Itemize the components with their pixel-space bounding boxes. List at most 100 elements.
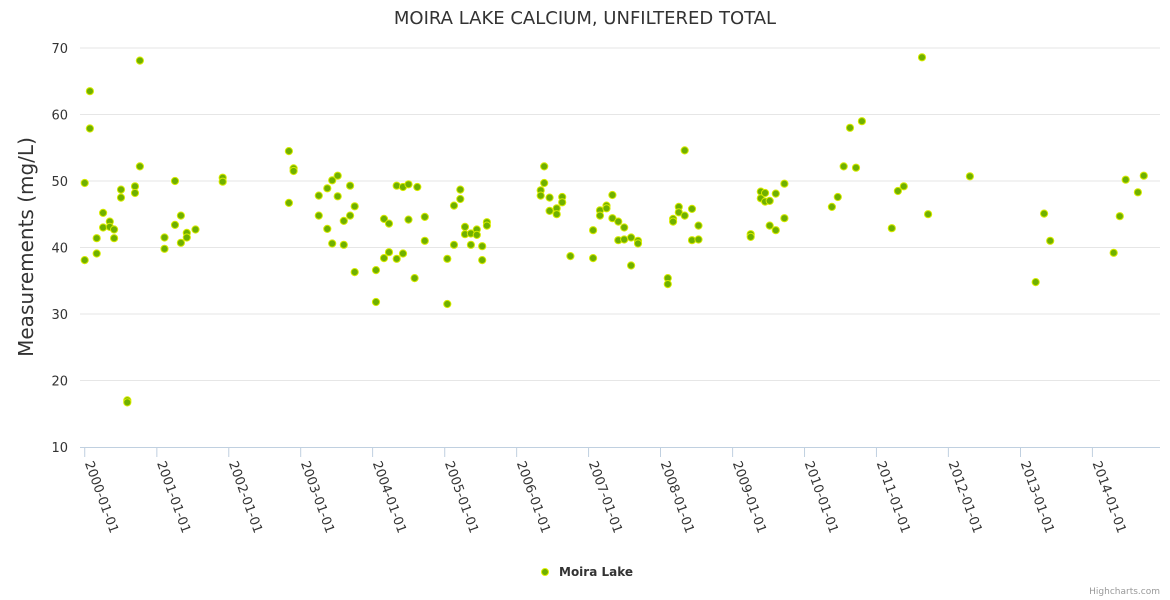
data-point[interactable]: [135, 162, 144, 171]
legend-marker[interactable]: [541, 568, 549, 576]
data-point[interactable]: [160, 233, 169, 242]
data-point[interactable]: [371, 266, 381, 275]
data-point[interactable]: [633, 239, 643, 248]
data-point[interactable]: [1109, 248, 1118, 257]
data-point[interactable]: [85, 87, 95, 96]
data-point[interactable]: [761, 188, 770, 198]
data-point[interactable]: [116, 185, 126, 194]
data-point[interactable]: [392, 254, 401, 263]
data-point[interactable]: [160, 244, 169, 253]
data-point[interactable]: [680, 211, 689, 220]
data-point[interactable]: [384, 248, 394, 257]
data-point[interactable]: [627, 233, 636, 242]
data-point[interactable]: [536, 191, 545, 200]
legend[interactable]: Moira Lake: [541, 565, 634, 579]
data-point[interactable]: [323, 224, 332, 233]
data-point[interactable]: [482, 221, 491, 230]
data-point[interactable]: [314, 191, 323, 200]
data-point[interactable]: [620, 223, 629, 232]
data-point[interactable]: [379, 214, 389, 223]
data-point[interactable]: [472, 230, 481, 239]
data-point[interactable]: [1139, 171, 1148, 180]
data-point[interactable]: [1046, 236, 1055, 245]
data-point[interactable]: [420, 212, 429, 221]
data-point[interactable]: [746, 232, 755, 241]
data-point[interactable]: [404, 180, 413, 189]
data-point[interactable]: [694, 235, 703, 244]
data-point[interactable]: [540, 178, 549, 188]
data-point[interactable]: [99, 223, 108, 232]
data-point[interactable]: [449, 240, 459, 249]
data-point[interactable]: [80, 178, 89, 188]
data-point[interactable]: [339, 240, 348, 249]
data-point[interactable]: [833, 192, 842, 202]
data-point[interactable]: [398, 249, 408, 258]
data-point[interactable]: [350, 202, 359, 211]
data-point[interactable]: [614, 217, 623, 226]
data-point[interactable]: [780, 214, 789, 223]
data-point[interactable]: [669, 217, 678, 226]
data-point[interactable]: [545, 193, 554, 202]
data-point[interactable]: [595, 211, 605, 220]
data-point[interactable]: [443, 254, 452, 263]
data-point[interactable]: [620, 235, 629, 244]
data-point[interactable]: [566, 252, 575, 261]
data-point[interactable]: [694, 221, 703, 230]
data-point[interactable]: [123, 398, 132, 407]
data-point[interactable]: [346, 181, 355, 190]
data-point[interactable]: [663, 280, 672, 289]
data-point[interactable]: [924, 210, 933, 219]
data-point[interactable]: [456, 185, 465, 194]
data-point[interactable]: [887, 224, 896, 233]
data-point[interactable]: [85, 124, 95, 133]
data-point[interactable]: [765, 221, 774, 230]
data-point[interactable]: [176, 211, 185, 220]
data-point[interactable]: [780, 179, 789, 188]
data-point[interactable]: [99, 208, 108, 217]
data-point[interactable]: [350, 268, 359, 277]
data-point[interactable]: [328, 176, 337, 185]
data-point[interactable]: [845, 123, 855, 132]
data-point[interactable]: [1040, 209, 1049, 218]
data-point[interactable]: [218, 177, 227, 186]
data-point[interactable]: [110, 225, 119, 234]
data-point[interactable]: [839, 162, 848, 171]
data-point[interactable]: [687, 204, 697, 213]
data-point[interactable]: [602, 204, 611, 213]
data-point[interactable]: [92, 249, 101, 258]
data-point[interactable]: [170, 220, 180, 229]
data-point[interactable]: [608, 214, 617, 223]
data-point[interactable]: [130, 188, 140, 198]
data-point[interactable]: [893, 186, 903, 196]
data-point[interactable]: [466, 240, 475, 249]
data-point[interactable]: [191, 225, 200, 234]
data-point[interactable]: [857, 117, 867, 126]
data-point[interactable]: [552, 210, 561, 219]
data-point[interactable]: [1031, 278, 1040, 287]
data-point[interactable]: [1133, 188, 1143, 197]
data-point[interactable]: [80, 256, 89, 265]
data-point[interactable]: [284, 198, 293, 207]
data-point[interactable]: [899, 182, 908, 191]
data-point[interactable]: [110, 234, 119, 243]
data-point[interactable]: [917, 53, 927, 62]
data-point[interactable]: [478, 242, 487, 251]
data-point[interactable]: [545, 206, 554, 215]
data-point[interactable]: [851, 163, 861, 172]
data-point[interactable]: [130, 182, 140, 191]
data-point[interactable]: [608, 190, 617, 200]
data-point[interactable]: [339, 216, 348, 225]
data-point[interactable]: [346, 211, 355, 220]
data-point[interactable]: [413, 182, 422, 192]
data-point[interactable]: [170, 176, 180, 186]
data-point[interactable]: [92, 234, 101, 243]
data-point[interactable]: [589, 226, 598, 235]
data-point[interactable]: [771, 189, 780, 198]
data-point[interactable]: [135, 56, 144, 65]
data-point[interactable]: [333, 192, 342, 201]
data-point[interactable]: [420, 236, 429, 245]
data-point[interactable]: [182, 233, 191, 242]
legend-item-moira-lake[interactable]: Moira Lake: [559, 565, 633, 579]
data-point[interactable]: [176, 238, 185, 247]
data-point[interactable]: [1121, 175, 1130, 184]
